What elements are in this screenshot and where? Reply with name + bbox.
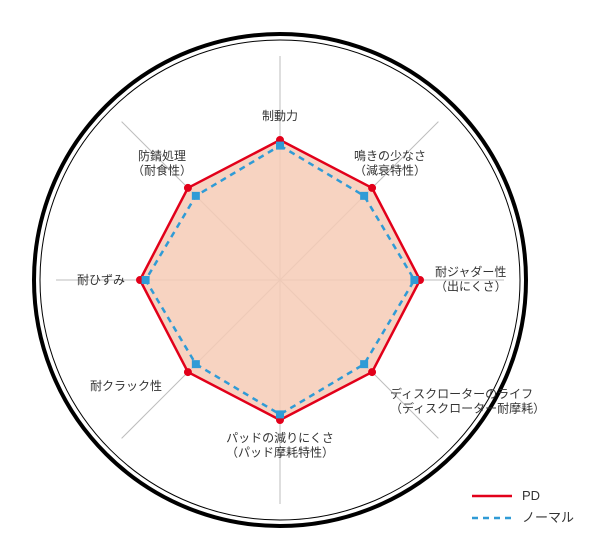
legend-label-PD: PD bbox=[522, 488, 540, 503]
series-marker-normal bbox=[411, 277, 418, 284]
series-marker-normal bbox=[277, 142, 284, 149]
series-marker-normal bbox=[277, 411, 284, 418]
series-marker-normal bbox=[361, 361, 368, 368]
radar-chart-svg: 制動力鳴きの少なさ（減衰特性） 耐ジャダー性（出にくさ） ディスクローターのライフ（… bbox=[0, 0, 600, 549]
series-marker-PD bbox=[184, 184, 191, 191]
series-marker-PD bbox=[369, 369, 376, 376]
axis-label: ディスクローターのライフ（ディスクローター耐摩耗） bbox=[390, 386, 545, 415]
axis-label: 鳴きの少なさ（減衰特性） bbox=[354, 149, 426, 177]
axis-label: 防錆処理（耐食性） bbox=[132, 148, 192, 177]
axis-label: 制動力 bbox=[262, 109, 298, 123]
series-marker-normal bbox=[192, 361, 199, 368]
series-marker-normal bbox=[361, 192, 368, 199]
axis-label: 耐ジャダー性（出にくさ） bbox=[435, 264, 507, 293]
axis-label: 耐ひずみ bbox=[77, 273, 125, 287]
series-marker-PD bbox=[369, 184, 376, 191]
axis-label: パッドの減りにくさ（パッド摩耗特性） bbox=[226, 430, 334, 459]
series-marker-PD bbox=[184, 369, 191, 376]
axis-label: 耐クラック性 bbox=[90, 379, 162, 393]
legend-label-normal: ノーマル bbox=[522, 510, 574, 525]
series-marker-normal bbox=[142, 277, 149, 284]
radar-chart-container: 制動力鳴きの少なさ（減衰特性） 耐ジャダー性（出にくさ） ディスクローターのライフ（… bbox=[0, 0, 600, 549]
series-marker-normal bbox=[192, 192, 199, 199]
